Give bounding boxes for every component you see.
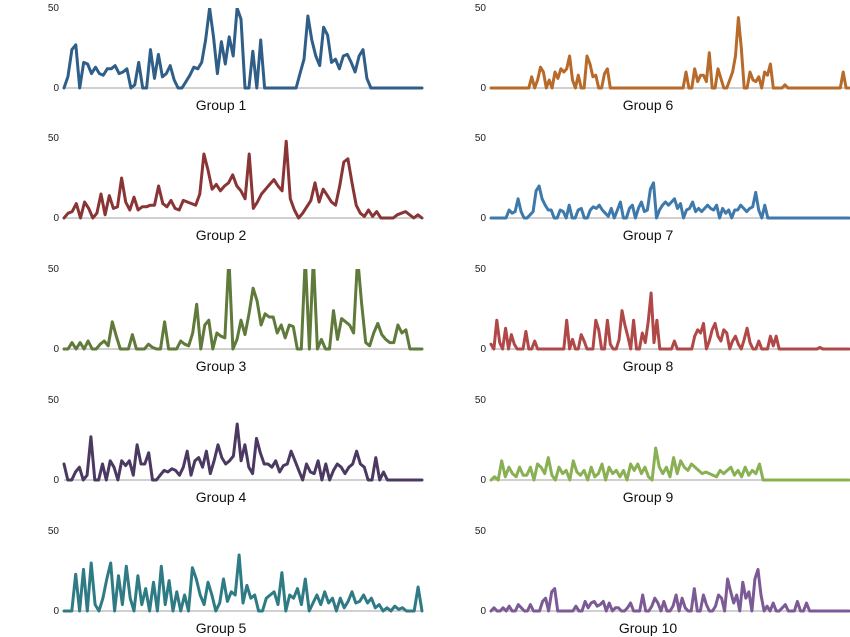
- y-tick-label-50: 50: [475, 264, 487, 275]
- panel-title: Group 1: [196, 97, 247, 113]
- y-tick-label-0: 0: [53, 83, 59, 94]
- y-tick-label-50: 50: [48, 395, 60, 406]
- y-tick-label-0: 0: [480, 213, 486, 224]
- panel-title: Group 2: [196, 227, 247, 243]
- series-line-group-2: [62, 139, 424, 220]
- panel-5: 0 50 Group 5: [48, 526, 424, 636]
- series-line-group-1: [62, 8, 424, 90]
- panel-2: 0 50 Group 2: [48, 133, 424, 243]
- panel-3: 0 50 Group 3: [48, 264, 424, 374]
- y-tick-label-50: 50: [475, 526, 487, 537]
- y-tick-label-0: 0: [480, 344, 486, 355]
- series-line-group-10: [489, 567, 850, 613]
- y-tick-label-50: 50: [48, 526, 60, 537]
- series-line-group-9: [489, 446, 850, 482]
- y-tick-label-0: 0: [53, 475, 59, 486]
- panel-4: 0 50 Group 4: [48, 395, 424, 505]
- panel-9: 0 50 Group 9: [475, 395, 850, 505]
- y-tick-label-0: 0: [53, 213, 59, 224]
- y-tick-label-50: 50: [475, 395, 487, 406]
- series-line-group-3: [62, 269, 424, 351]
- y-tick-label-50: 50: [48, 133, 60, 144]
- y-tick-label-50: 50: [48, 3, 60, 14]
- panel-title: Group 9: [623, 489, 674, 505]
- panel-1: 0 50 Group 1: [48, 3, 424, 113]
- panel-title: Group 7: [623, 227, 674, 243]
- panel-title: Group 4: [196, 489, 247, 505]
- panel-8: 0 50 Group 8: [475, 264, 850, 374]
- y-tick-label-0: 0: [53, 606, 59, 617]
- panel-title: Group 10: [619, 620, 678, 636]
- y-tick-label-50: 50: [475, 133, 487, 144]
- panel-10: 0 50 Group 10: [475, 526, 850, 636]
- series-line-group-7: [489, 181, 850, 220]
- panel-6: 0 50 Group 6: [475, 3, 850, 113]
- y-tick-label-50: 50: [48, 264, 60, 275]
- panel-7: 0 50 Group 7: [475, 133, 850, 243]
- panel-title: Group 8: [623, 358, 674, 374]
- y-tick-label-0: 0: [480, 475, 486, 486]
- series-line-group-5: [62, 553, 424, 613]
- y-tick-label-0: 0: [53, 344, 59, 355]
- panel-title: Group 3: [196, 358, 247, 374]
- panel-title: Group 5: [196, 620, 247, 636]
- panel-title: Group 6: [623, 97, 674, 113]
- y-tick-label-50: 50: [475, 3, 487, 14]
- series-line-group-6: [489, 16, 850, 90]
- series-line-group-4: [62, 422, 424, 482]
- y-tick-label-0: 0: [480, 606, 486, 617]
- y-tick-label-0: 0: [480, 83, 486, 94]
- series-line-group-8: [489, 291, 850, 351]
